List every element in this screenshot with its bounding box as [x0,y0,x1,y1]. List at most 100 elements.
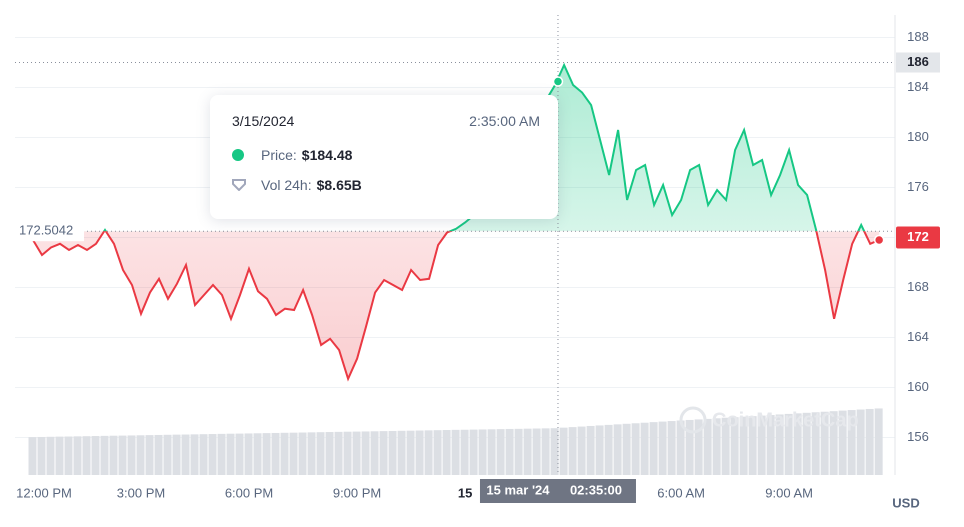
y-tick-label: 184 [907,79,929,94]
volume-bar [802,412,811,475]
y-tick-label: 188 [907,29,929,44]
volume-bar [784,413,793,475]
volume-bar [154,434,163,475]
volume-bar [262,433,271,475]
area-down [33,231,880,379]
volume-bar [442,430,451,475]
volume-bar [64,436,73,475]
volume-bar [694,419,703,475]
volume-bar [829,411,838,475]
volume-bar [514,428,523,475]
volume-bar [523,428,532,475]
last-price-label: 172 [907,229,929,244]
volume-bar [685,419,694,475]
crosshair-time-label: 02:35:00 [570,482,622,497]
crosshair-date-label: 15 mar '24 [486,482,550,497]
volume-bar [496,429,505,475]
volume-bar [334,431,343,475]
volume-bar [640,422,649,475]
price-dot-icon [232,149,244,161]
volume-bar [658,421,667,475]
volume-bar [577,426,586,475]
volume-bar [451,429,460,475]
volume-bar [217,433,226,475]
volume-bar [847,410,856,475]
volume-bar [172,434,181,475]
volume-bar [244,433,253,475]
last-price-label-bg [896,226,940,249]
volume-bar [739,416,748,475]
volume-bar [478,429,487,475]
y-tick-label: 156 [907,429,929,444]
crosshair-x-label-bg [479,479,636,503]
y-tick-label: 168 [907,279,929,294]
x-tick-label: 3:00 PM [117,485,165,500]
volume-bar [361,431,370,475]
y-tick-label: 160 [907,379,929,394]
volume-bar [370,431,379,475]
volume-bar [109,435,118,475]
volume-bar [343,431,352,475]
volume-bar [667,421,676,475]
crosshair-y-label: 186 [907,54,929,69]
volume-bar [46,436,55,475]
volume-icon [232,179,246,191]
last-point [873,234,885,246]
area-up [33,65,880,232]
volume-bar [793,413,802,475]
tooltip-date-row: 3/15/2024 [232,113,294,129]
volume-bar [352,431,361,475]
volume-bar [307,432,316,475]
x-tick-label: 6:00 PM [225,485,273,500]
watermark-logo [679,406,707,434]
volume-bar [388,430,397,475]
tooltip-volume-row: Vol 24h: $8.65B [232,177,362,193]
volume-bar [622,423,631,475]
price-line-down [32,231,880,382]
x-tick-label: 6:00 AM [657,485,705,500]
x-tick-label: 9:00 PM [333,485,381,500]
x-tick-label: 15 [458,485,472,500]
tooltip-time: 2:35:00 AM [469,113,540,129]
watermark: CoinMarketCap [712,409,859,431]
y-tick-label: 180 [907,129,929,144]
volume-bar [820,411,829,475]
volume-bar [163,434,172,475]
tooltip-price-label: Price: [261,147,297,163]
volume-bar [271,432,280,475]
volume-bar [550,428,559,475]
volume-bar [253,433,262,475]
volume-bar [424,430,433,475]
tooltip: 3/15/2024 2:35:00 AM Price: $184.48 Vol … [210,95,558,219]
volume-bar [406,430,415,475]
volume-bar [118,435,127,475]
hover-point [552,76,564,87]
volume-bar [568,427,577,475]
tooltip-price: $184.48 [301,147,353,163]
volume-bar [190,434,199,475]
volume-bar [874,408,883,475]
volume-bar [298,432,307,475]
tooltip-date: 3/15/2024 [232,113,295,129]
volume-bar [91,436,100,475]
tooltip-price-row: Price: $184.48 [232,147,352,163]
tooltip-volume: $8.65B [316,177,362,193]
currency-label: USD [892,495,919,510]
volume-bar [469,429,478,475]
volume-bar [37,436,46,475]
volume-bar [136,435,145,475]
volume-bar [397,430,406,475]
volume-bar [505,428,514,475]
volume-bar [289,432,298,475]
baseline-label: 172.5042 [19,223,73,238]
volume-bar [838,410,847,475]
tooltip-volume-label: Vol 24h: [261,177,312,193]
volume-bar [586,425,595,475]
volume-bar [73,436,82,475]
volume-bar [541,428,550,475]
volume-bar [712,418,721,475]
volume-bar [145,435,154,475]
volume-bar [487,429,496,475]
volume-bar [613,424,622,475]
